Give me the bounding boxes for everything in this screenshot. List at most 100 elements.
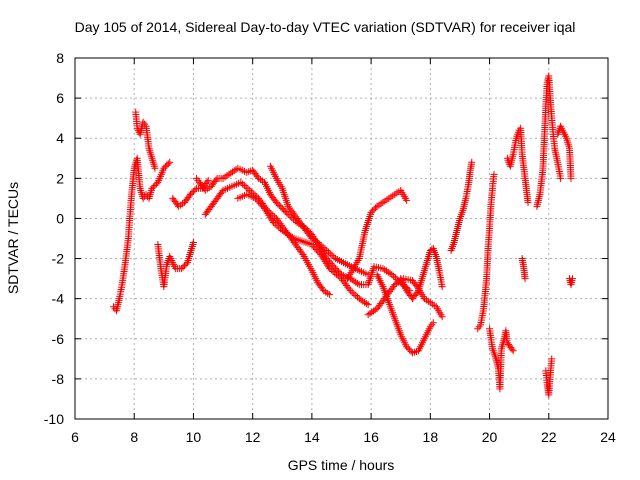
data-point-arc19	[548, 355, 556, 363]
data-point-arc7	[322, 259, 330, 267]
data-point-arc8	[330, 253, 338, 261]
data-point-arc9	[372, 204, 380, 212]
data-point-arc4	[203, 178, 211, 186]
data-point-arc8	[326, 250, 334, 258]
data-point-arc7	[334, 272, 342, 280]
data-point-arc11	[429, 319, 437, 327]
data-point-arc5	[386, 269, 394, 277]
data-point-arc5	[272, 198, 280, 206]
data-point-arc10	[368, 308, 376, 316]
x-tick-label-9: 24	[600, 429, 616, 445]
data-point-arc6	[298, 249, 306, 257]
x-tick-label-2: 10	[186, 429, 202, 445]
data-point-arc7	[255, 198, 263, 206]
data-point-arc7	[308, 241, 316, 249]
data-point-arc7	[312, 246, 320, 254]
x-tick-label-7: 20	[482, 429, 498, 445]
data-point-arc4	[189, 187, 197, 195]
data-point-arc7	[262, 206, 270, 214]
data-point-arc4	[191, 186, 199, 194]
data-point-arc7	[350, 290, 358, 298]
data-point-arc15	[508, 345, 516, 353]
data-point-arc7	[273, 222, 281, 230]
data-point-arc7	[331, 269, 339, 277]
data-point-arc7	[267, 215, 275, 223]
y-tick-label-9: 8	[56, 50, 64, 66]
data-point-arc5	[230, 167, 238, 175]
y-axis-label: SDTVAR / TECUs	[5, 182, 21, 294]
data-point-arc8	[307, 233, 315, 241]
data-point-arc7	[321, 258, 329, 266]
data-point-arc8	[314, 239, 322, 247]
data-point-arc10	[390, 282, 398, 290]
data-point-arc10	[393, 279, 401, 287]
y-tick-labels: -10 -8 -6 -4 -2 0 2 4 6 8	[44, 50, 64, 427]
data-point-arc3	[178, 265, 186, 273]
y-tick-label-7: 4	[56, 130, 64, 146]
y-tick-label-4: -2	[52, 251, 65, 267]
data-point-arc5	[281, 207, 289, 215]
data-point-arc7	[362, 299, 370, 307]
data-point-arc8	[316, 240, 324, 248]
data-point-arc13	[468, 158, 476, 166]
data-point-arc8	[321, 245, 329, 253]
data-point-arc9	[370, 205, 378, 213]
axis-ticks	[74, 57, 609, 420]
data-point-arc5	[212, 176, 220, 184]
data-point-arc7	[253, 196, 261, 204]
data-point-arc6	[326, 291, 334, 299]
data-point-arc5	[227, 169, 235, 177]
y-tick-label-2: -6	[52, 331, 65, 347]
data-point-arc5	[225, 170, 233, 178]
data-point-arc12	[413, 288, 421, 296]
data-point-arc7	[357, 296, 365, 304]
x-tick-label-5: 16	[363, 429, 379, 445]
data-point-arc7	[264, 210, 272, 218]
data-point-arc7	[336, 273, 344, 281]
chart-title: Day 105 of 2014, Sidereal Day-to-day VTE…	[75, 19, 576, 35]
data-point-arc7	[263, 208, 271, 216]
data-point-arc8	[319, 243, 327, 251]
data-point-arc1	[151, 181, 159, 189]
data-point-arc1	[163, 161, 171, 169]
data-point-arc7	[317, 251, 325, 259]
data-point-arc8	[328, 251, 336, 259]
y-tick-label-0: -10	[44, 411, 64, 427]
data-point-arc5	[253, 173, 261, 181]
data-point-arc1	[160, 164, 168, 172]
data-point-arc10	[366, 310, 374, 318]
data-point-arc10	[364, 311, 372, 319]
data-point-arc1	[149, 183, 157, 191]
data-point-arc8	[364, 271, 372, 279]
x-tick-label-0: 6	[71, 429, 79, 445]
data-point-arc6	[239, 180, 247, 188]
y-tick-label-6: 2	[56, 170, 64, 186]
data-point-arc10	[438, 313, 446, 321]
data-point-arc15	[509, 347, 517, 355]
data-point-arc9	[367, 208, 375, 216]
data-point-arc7	[319, 254, 327, 262]
data-point-arc7	[352, 291, 360, 299]
data-point-arc11	[404, 344, 412, 352]
data-point-arc7	[346, 287, 354, 295]
data-point-arc7	[311, 244, 319, 252]
data-point-arc3	[181, 262, 189, 270]
data-markers	[109, 72, 576, 399]
data-point-arc4	[204, 176, 212, 184]
data-point-arc7	[359, 297, 367, 305]
data-point-arc5	[280, 206, 288, 214]
data-point-arc7	[329, 267, 337, 275]
data-point-arc7	[323, 261, 331, 269]
data-point-arc5	[350, 277, 358, 285]
data-point-arc3	[189, 239, 197, 247]
data-point-arc11	[403, 343, 411, 351]
data-point-arc8	[317, 242, 325, 250]
data-point-arc21	[568, 275, 576, 283]
data-point-arc7	[268, 217, 276, 225]
y-tick-label-8: 6	[56, 90, 64, 106]
data-point-arc7	[327, 266, 335, 274]
data-point-arc3	[182, 260, 190, 268]
data-point-arc7	[252, 194, 260, 202]
x-tick-label-4: 14	[304, 429, 320, 445]
